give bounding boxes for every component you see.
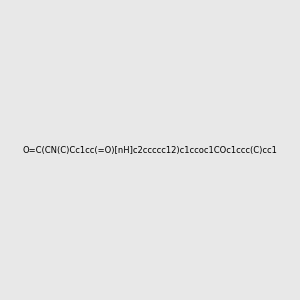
- Text: O=C(CN(C)Cc1cc(=O)[nH]c2ccccc12)c1ccoc1COc1ccc(C)cc1: O=C(CN(C)Cc1cc(=O)[nH]c2ccccc12)c1ccoc1C…: [22, 146, 278, 154]
